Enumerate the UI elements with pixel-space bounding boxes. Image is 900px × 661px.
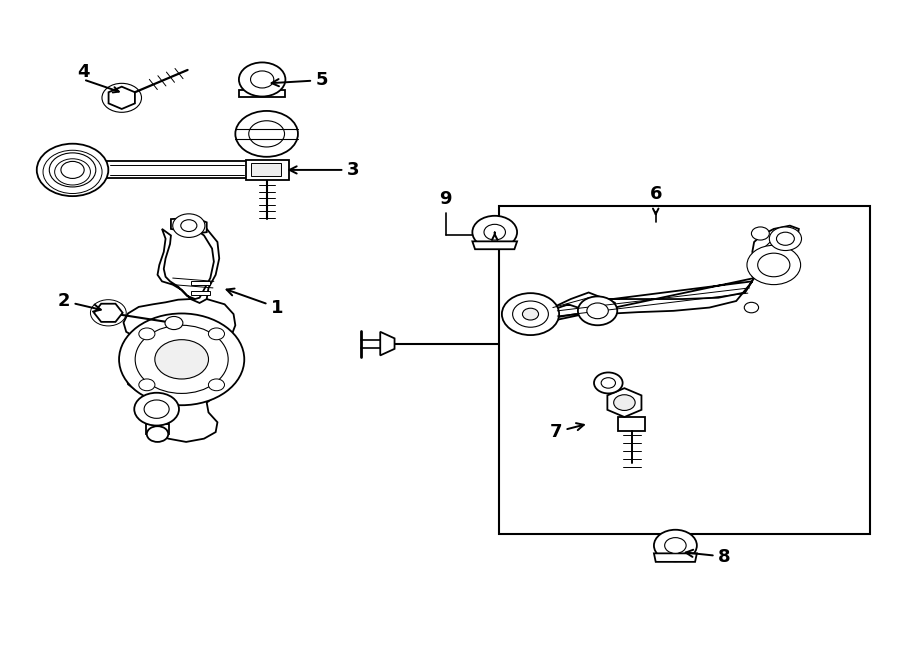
Polygon shape [158, 222, 220, 303]
Polygon shape [191, 282, 211, 286]
Circle shape [235, 111, 298, 157]
Circle shape [135, 325, 229, 393]
Circle shape [209, 328, 224, 340]
Circle shape [102, 83, 141, 112]
Text: 2: 2 [58, 292, 101, 311]
Circle shape [601, 377, 616, 388]
Circle shape [134, 393, 179, 426]
Text: 6: 6 [650, 184, 662, 203]
Circle shape [144, 400, 169, 418]
Circle shape [155, 340, 209, 379]
Circle shape [522, 308, 538, 320]
Polygon shape [251, 163, 281, 176]
Text: 9: 9 [439, 190, 452, 208]
Circle shape [614, 395, 635, 410]
Polygon shape [548, 278, 754, 321]
Text: 3: 3 [290, 161, 360, 179]
Circle shape [139, 379, 155, 391]
Polygon shape [238, 90, 285, 97]
Circle shape [752, 227, 770, 240]
Circle shape [90, 299, 126, 326]
Circle shape [594, 372, 623, 393]
Bar [500, 206, 870, 533]
Circle shape [50, 153, 95, 187]
Circle shape [250, 71, 274, 88]
Circle shape [165, 317, 183, 330]
Circle shape [770, 227, 802, 251]
Polygon shape [109, 87, 135, 109]
Circle shape [502, 293, 559, 335]
Polygon shape [246, 160, 289, 180]
Circle shape [472, 215, 518, 249]
Polygon shape [608, 388, 642, 417]
Text: 1: 1 [227, 289, 284, 317]
Circle shape [777, 232, 795, 245]
Text: 7: 7 [549, 423, 584, 441]
Polygon shape [380, 332, 394, 356]
Circle shape [209, 379, 224, 391]
Circle shape [587, 303, 608, 319]
Polygon shape [191, 292, 211, 295]
Polygon shape [171, 217, 207, 233]
Polygon shape [472, 241, 518, 249]
Polygon shape [752, 225, 799, 278]
Circle shape [238, 62, 285, 97]
Circle shape [147, 426, 168, 442]
Circle shape [61, 161, 85, 178]
Text: 4: 4 [77, 63, 89, 81]
Circle shape [744, 302, 759, 313]
Polygon shape [94, 303, 122, 322]
Polygon shape [105, 161, 248, 178]
Circle shape [654, 529, 697, 561]
Circle shape [665, 537, 686, 553]
Circle shape [758, 253, 790, 277]
Circle shape [181, 219, 197, 231]
Text: 5: 5 [272, 71, 328, 89]
Circle shape [747, 245, 801, 285]
Polygon shape [146, 424, 169, 434]
Polygon shape [618, 417, 645, 432]
Circle shape [513, 301, 548, 327]
Circle shape [139, 328, 155, 340]
Circle shape [248, 121, 284, 147]
Circle shape [37, 143, 108, 196]
Polygon shape [123, 299, 235, 442]
Circle shape [173, 214, 205, 237]
Text: 8: 8 [686, 547, 731, 566]
Polygon shape [654, 553, 697, 562]
Circle shape [119, 313, 244, 405]
Circle shape [484, 224, 506, 240]
Circle shape [578, 296, 617, 325]
Polygon shape [550, 292, 616, 321]
